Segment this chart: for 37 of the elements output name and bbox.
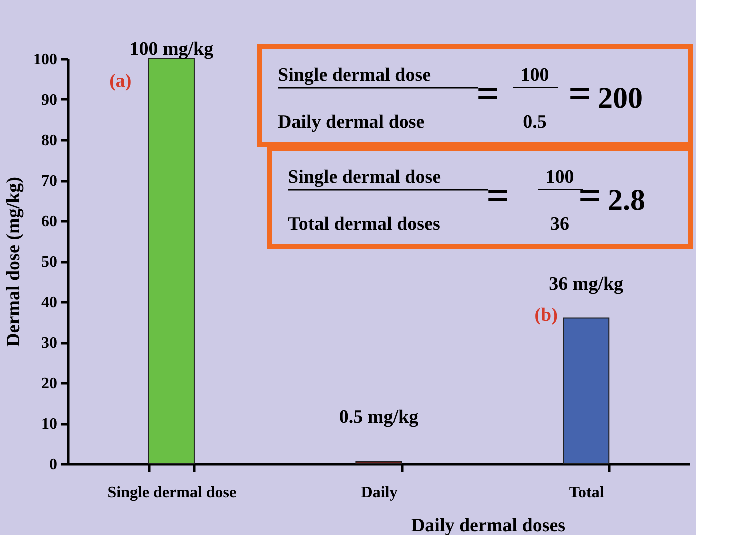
y-tick-label: 20 bbox=[42, 376, 58, 392]
bar bbox=[148, 58, 195, 464]
y-tick-label: 100 bbox=[34, 52, 58, 68]
x-tick-label: Total bbox=[569, 484, 605, 502]
y-tick-label: 40 bbox=[42, 294, 58, 312]
y-tick-label: 10 bbox=[42, 416, 58, 433]
annotation: Single dermal dose bbox=[278, 65, 432, 86]
y-tick-label: 70 bbox=[42, 173, 58, 190]
y-axis-title: Dermal dose (mg/kg) bbox=[4, 177, 24, 347]
y-tick-label: 50 bbox=[42, 254, 58, 271]
annotation: Total dermal doses bbox=[288, 214, 440, 235]
annotation: 100 bbox=[520, 65, 550, 86]
annotation: 2.8 bbox=[608, 184, 646, 217]
annotation: 100 bbox=[546, 167, 574, 188]
bar bbox=[356, 461, 402, 464]
annotation: = bbox=[486, 173, 510, 218]
data-label: 36 mg/kg bbox=[549, 274, 624, 296]
data-label: 100 mg/kg bbox=[130, 39, 214, 60]
annotation: = bbox=[578, 173, 602, 218]
x-tick-label: Single dermal dose bbox=[108, 484, 237, 502]
annotation: = bbox=[568, 71, 592, 116]
y-tick-label: 30 bbox=[42, 335, 58, 352]
data-label: 0.5 mg/kg bbox=[339, 406, 420, 428]
annotation: (a) bbox=[110, 71, 132, 92]
y-tick-label: 60 bbox=[42, 214, 58, 230]
annotation: = bbox=[476, 71, 500, 116]
annotation: 36 bbox=[550, 214, 570, 235]
annotation: (b) bbox=[534, 305, 558, 326]
y-tick-label: 0 bbox=[50, 456, 58, 474]
bar bbox=[563, 318, 610, 464]
y-tick-label: 80 bbox=[42, 132, 58, 150]
y-tick-label: 90 bbox=[42, 92, 58, 109]
annotation: 200 bbox=[598, 82, 643, 115]
annotation: Daily dermal dose bbox=[278, 112, 425, 133]
annotation: Single dermal dose bbox=[288, 167, 442, 188]
annotation: 0.5 bbox=[523, 112, 547, 133]
x-tick-label: Daily bbox=[361, 484, 398, 502]
